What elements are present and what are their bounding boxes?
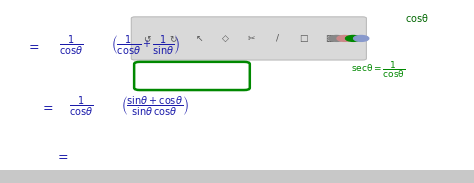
Circle shape — [346, 36, 361, 41]
Circle shape — [329, 36, 344, 41]
Text: $\left(\dfrac{1}{\mathrm{cos}\theta}+\dfrac{1}{\mathrm{sin}\theta}\right)$: $\left(\dfrac{1}{\mathrm{cos}\theta}+\df… — [111, 34, 181, 57]
Circle shape — [354, 36, 369, 41]
Text: $\dfrac{1}{\mathrm{cos}\theta}$: $\dfrac{1}{\mathrm{cos}\theta}$ — [59, 34, 83, 57]
Text: $=$: $=$ — [26, 39, 40, 52]
Text: ↖: ↖ — [195, 34, 203, 43]
Text: /: / — [276, 34, 279, 43]
Text: $=$: $=$ — [40, 100, 54, 113]
Bar — [0, 170, 474, 183]
Text: $\mathrm{sec\theta} = \dfrac{1}{\mathrm{cos\theta}}$: $\mathrm{sec\theta} = \dfrac{1}{\mathrm{… — [351, 59, 405, 80]
Text: ▨: ▨ — [325, 34, 334, 43]
Text: ↻: ↻ — [169, 34, 177, 43]
Text: ◇: ◇ — [222, 34, 228, 43]
Text: $\left(\dfrac{\mathrm{sin}\theta+\mathrm{cos}\theta}{\mathrm{sin}\theta\,\mathrm: $\left(\dfrac{\mathrm{sin}\theta+\mathrm… — [121, 95, 189, 118]
FancyBboxPatch shape — [131, 17, 366, 60]
Text: □: □ — [299, 34, 308, 43]
Text: $\mathrm{cos\theta}$: $\mathrm{cos\theta}$ — [405, 12, 429, 24]
Text: ✂: ✂ — [247, 34, 255, 43]
Text: $\dfrac{1}{\mathrm{cos}\theta}$: $\dfrac{1}{\mathrm{cos}\theta}$ — [69, 95, 93, 118]
Text: ↺: ↺ — [143, 34, 151, 43]
Circle shape — [337, 36, 352, 41]
Text: $=$: $=$ — [55, 149, 68, 162]
